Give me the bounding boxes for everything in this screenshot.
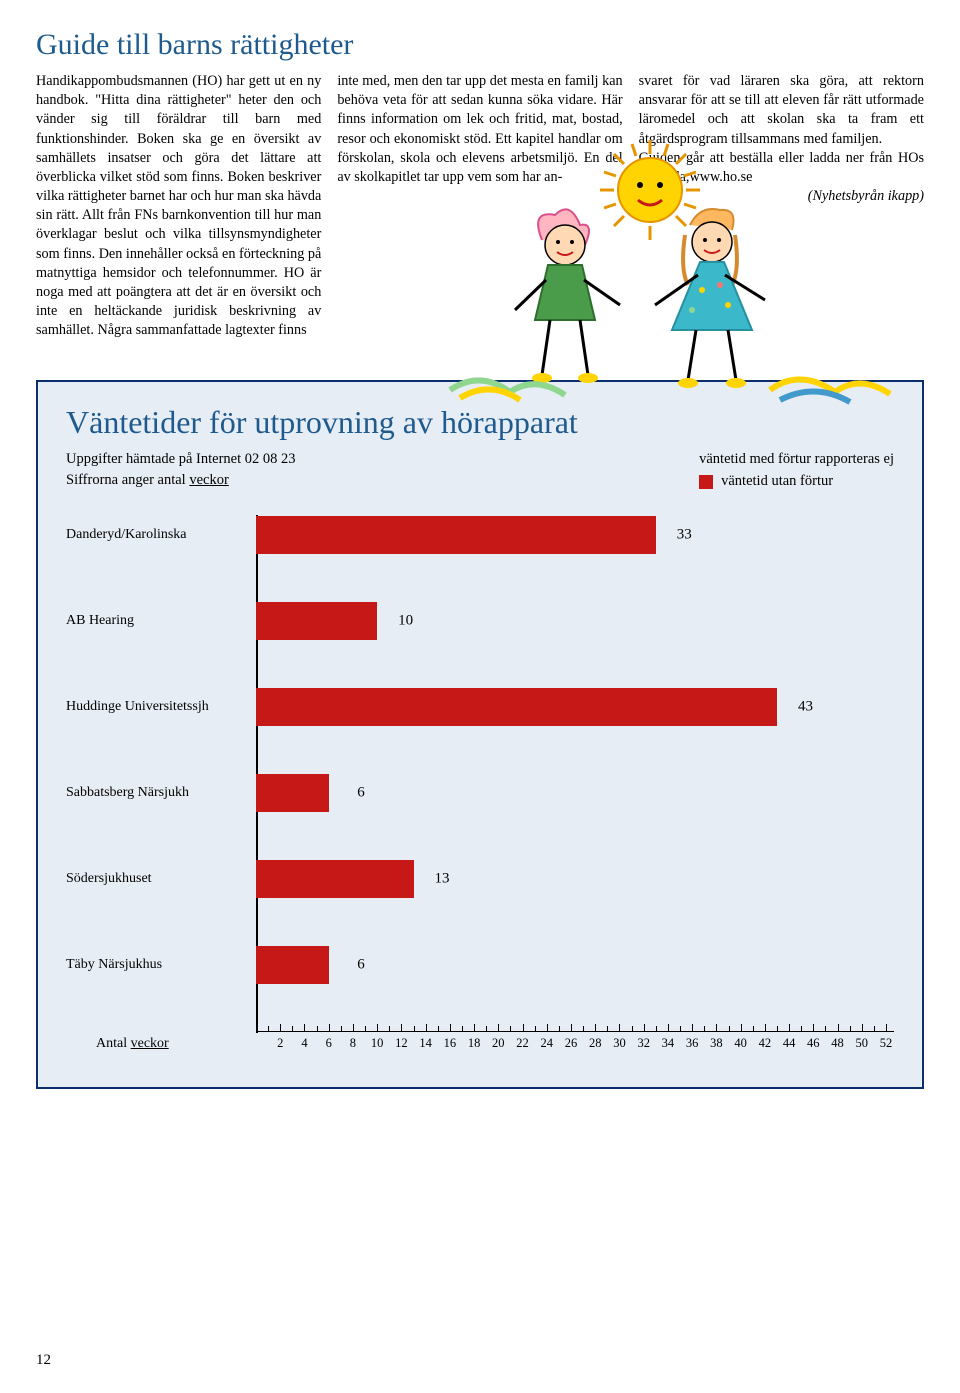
children-sun-illustration [370,130,930,430]
bar-label: AB Hearing [66,613,246,629]
bar-value: 43 [798,698,813,715]
x-axis: Antal veckor 246810121416182022242628303… [256,1031,894,1057]
bar-label: Södersjukhuset [66,871,246,887]
x-tick-label: 22 [516,1036,529,1051]
legend-row-1: väntetid med förtur rapporteras ej [699,449,894,471]
x-tick-label: 4 [301,1036,307,1051]
bar-label: Huddinge Universitetssjh [66,699,246,715]
x-tick-label: 30 [613,1036,626,1051]
bar-row: AB Hearing10 [256,601,894,641]
legend-text-2: väntetid utan förtur [721,471,833,493]
bar-row: Sabbatsberg Närsjukh6 [256,773,894,813]
x-tick-label: 6 [326,1036,332,1051]
bar: 13 [256,860,414,898]
page-number: 12 [36,1352,51,1369]
bars-container: Danderyd/Karolinska33 AB Hearing10 Hudding… [256,515,894,985]
bar-row: Täby Närsjukhus6 [256,945,894,985]
bar-label: Sabbatsberg Närsjukh [66,785,246,801]
x-tick-label: 2 [277,1036,283,1051]
bar-row: Södersjukhuset13 [256,859,894,899]
bar-label: Täby Närsjukhus [66,957,246,973]
bar-value: 10 [398,612,413,629]
x-tick-label: 40 [734,1036,747,1051]
article-title: Guide till barns rättigheter [36,28,924,62]
x-tick-label: 14 [419,1036,432,1051]
x-tick-label: 20 [492,1036,505,1051]
x-tick-label: 24 [541,1036,554,1051]
chart-subtitle-l2a: Siffrorna anger antal [66,472,189,488]
bar: 6 [256,946,329,984]
bar: 43 [256,688,777,726]
chart-legend: väntetid med förtur rapporteras ej vänte… [699,449,894,493]
x-tick-label: 44 [783,1036,796,1051]
legend-text-1: väntetid med förtur rapporteras ej [699,449,894,471]
bar: 10 [256,602,377,640]
x-tick-label: 36 [686,1036,699,1051]
bar-value: 6 [357,956,365,973]
bar-value: 33 [677,526,692,543]
chart-header-row: Uppgifter hämtade på Internet 02 08 23 S… [66,449,894,493]
x-tick-label: 26 [565,1036,578,1051]
legend-row-2: väntetid utan förtur [699,471,894,493]
article-col1-text: Handikappombudsmannen (HO) har gett ut e… [36,72,321,340]
chart-box: Väntetider för utprovning av hörapparat … [36,380,924,1089]
x-tick-label: 8 [350,1036,356,1051]
x-tick-label: 48 [831,1036,844,1051]
x-axis-label: Antal veckor [96,1036,169,1052]
legend-square-icon [699,475,713,489]
x-ticks: 2468101214161820222426283032343638404244… [256,1032,894,1056]
bar: 6 [256,774,329,812]
bar-value: 6 [357,784,365,801]
x-tick-label: 18 [468,1036,481,1051]
chart-plot-area: Danderyd/Karolinska33AB Hearing10Hudding… [66,515,894,1057]
x-tick-label: 52 [880,1036,893,1051]
bar-label: Danderyd/Karolinska [66,527,246,543]
chart-subtitle: Uppgifter hämtade på Internet 02 08 23 S… [66,449,296,490]
x-tick-label: 42 [759,1036,772,1051]
x-tick-label: 38 [710,1036,723,1051]
bar: 33 [256,516,656,554]
x-tick-label: 28 [589,1036,602,1051]
x-tick-label: 46 [807,1036,820,1051]
x-tick-label: 10 [371,1036,384,1051]
x-tick-label: 32 [637,1036,650,1051]
chart-subtitle-l1: Uppgifter hämtade på Internet 02 08 23 [66,451,296,467]
bar-row: Huddinge Universitetssjh43 [256,687,894,727]
bar-value: 13 [435,870,450,887]
x-tick-label: 16 [444,1036,457,1051]
chart-subtitle-l2b: veckor [189,472,228,488]
bar-row: Danderyd/Karolinska33 [256,515,894,555]
x-tick-label: 12 [395,1036,408,1051]
article-col-1: Handikappombudsmannen (HO) har gett ut e… [36,72,321,340]
x-tick-label: 34 [662,1036,675,1051]
x-tick-label: 50 [856,1036,869,1051]
